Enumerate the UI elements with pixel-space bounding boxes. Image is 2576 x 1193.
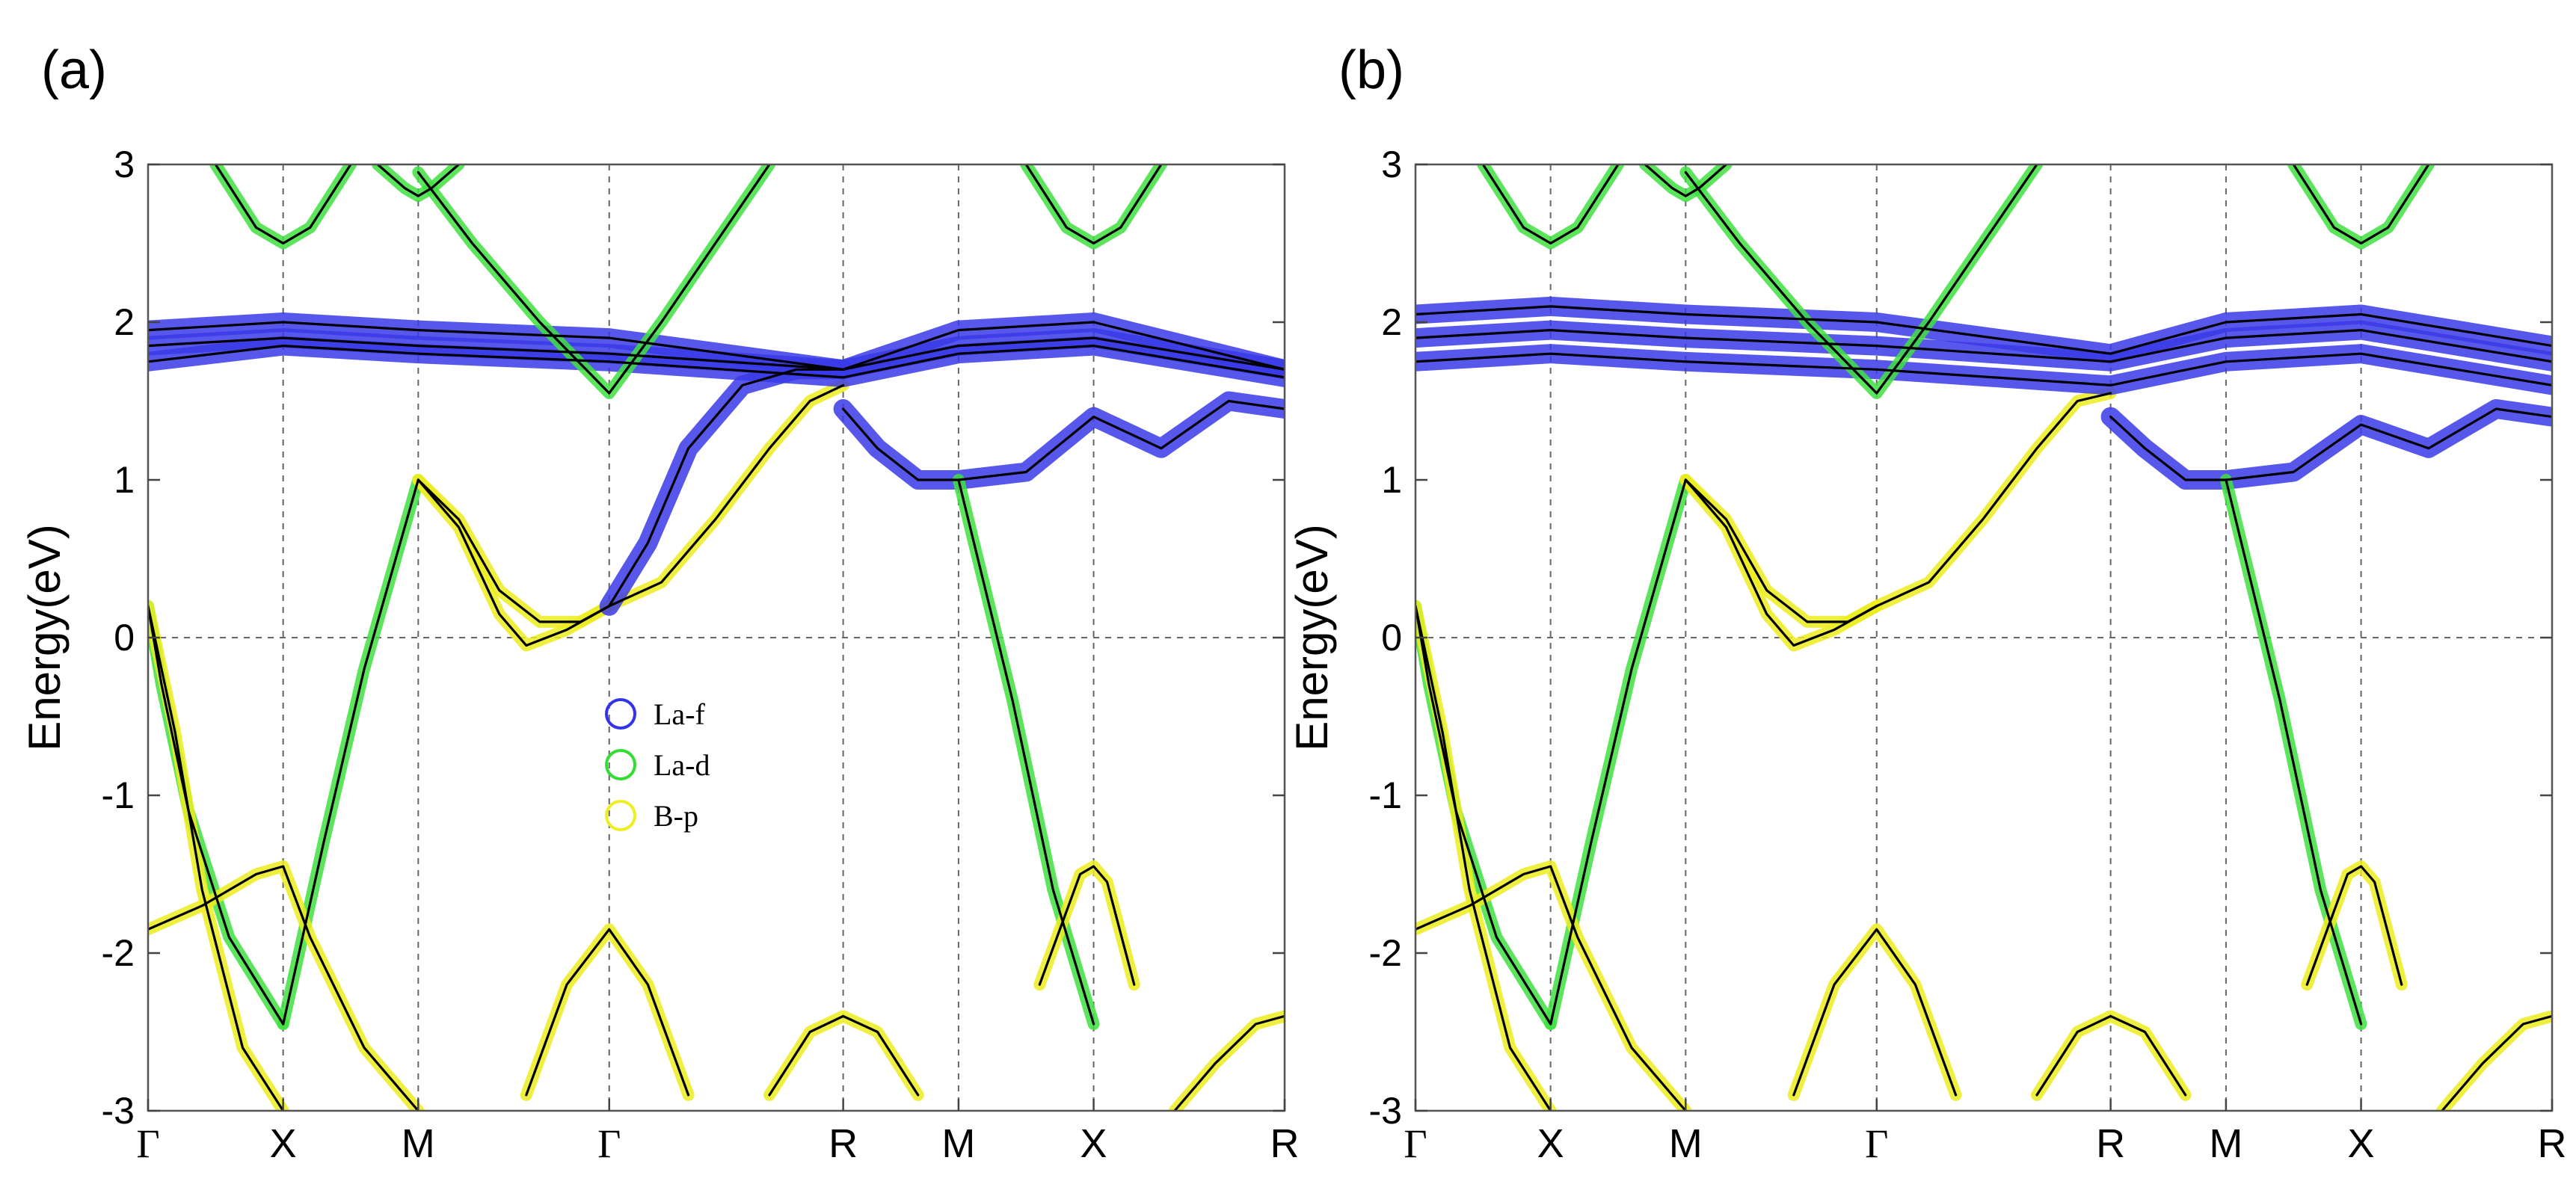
- kpoint-label: Γ: [597, 1121, 621, 1166]
- band-valence-MX: [2305, 865, 2403, 986]
- bands-group: [148, 164, 1285, 1111]
- band-fermi-crossing-3: [148, 605, 285, 1111]
- band-upper-gamma-1: [416, 164, 771, 395]
- y-tick-label: 3: [1381, 144, 1402, 185]
- band-flat-f-2: [148, 336, 1285, 371]
- kpoint-label: Γ: [1865, 1121, 1888, 1166]
- band-fermi-crossing-MX: [957, 478, 1095, 1026]
- band-valence-gamma: [525, 928, 690, 1097]
- band-upper-gamma-1: [1684, 164, 2038, 395]
- y-tick-label: -1: [102, 774, 135, 816]
- legend-marker-la-d: [605, 749, 636, 780]
- band-flat-f-3: [1415, 352, 2552, 386]
- band-flat-f-1: [1415, 305, 2552, 355]
- band-upper-X: [214, 164, 352, 245]
- panel-label: (a): [41, 40, 107, 100]
- band-character-valence-R-end: [2435, 1010, 2552, 1111]
- y-tick-label: -1: [1369, 774, 1402, 816]
- band-valence-MX: [1038, 865, 1136, 986]
- band-upper-X2: [2292, 164, 2430, 245]
- band-band-gamma-R-2: [608, 368, 845, 608]
- kpoint-label: M: [1669, 1121, 1703, 1166]
- kpoint-label: R: [2538, 1121, 2567, 1166]
- kpoint-label: X: [1080, 1121, 1107, 1166]
- band-band-M-gamma-low2: [416, 478, 611, 623]
- band-character-band-gamma-R-1: [1870, 387, 2117, 612]
- band-valence-X: [148, 865, 419, 1111]
- legend-label: B-p: [654, 799, 698, 833]
- y-tick-label: 2: [114, 301, 135, 343]
- band-flat-f-2: [1415, 329, 2552, 363]
- band-character-fermi-crossing-2: [1544, 474, 1692, 1030]
- y-tick-label: 2: [1381, 301, 1402, 343]
- y-tick-label: -2: [102, 932, 135, 974]
- y-tick-label: 0: [1381, 617, 1402, 659]
- band-flat-f-3: [148, 345, 1285, 379]
- band-band-gamma-R-1: [1875, 392, 2112, 608]
- legend-marker-b-p: [605, 800, 636, 831]
- kpoint-label: M: [941, 1121, 975, 1166]
- band-character-valence-gamma: [1787, 923, 1962, 1101]
- band-upper-X: [1481, 164, 1620, 245]
- kpoint-label: R: [829, 1121, 858, 1166]
- legend-label: La-f: [654, 697, 706, 731]
- band-fermi-crossing-2: [1549, 478, 1687, 1026]
- y-tick-label: -3: [1369, 1090, 1402, 1132]
- kpoint-label: X: [2348, 1121, 2375, 1166]
- band-upper-X2: [1024, 164, 1163, 245]
- y-tick-label: -2: [1369, 932, 1402, 974]
- band-character-fermi-crossing-3: [1415, 599, 1557, 1111]
- panel-label: (b): [1338, 40, 1404, 100]
- band-valence-R: [768, 1014, 920, 1097]
- kpoint-label: Γ: [136, 1121, 159, 1166]
- kpoint-label: M: [2209, 1121, 2243, 1166]
- band-flat-f-1: [148, 321, 1285, 371]
- band-upper-M: [1644, 164, 1728, 197]
- band-character-valence-R-end: [1168, 1010, 1285, 1111]
- band-character-fermi-crossing-2: [277, 474, 425, 1030]
- band-valence-R: [2035, 1014, 2187, 1097]
- y-tick-label: 1: [114, 459, 135, 501]
- bands-group: [1415, 164, 2552, 1111]
- y-axis-label: Energy(eV): [19, 524, 70, 750]
- band-fermi-crossing-2: [282, 478, 419, 1026]
- y-tick-label: 0: [114, 617, 135, 659]
- legend-marker-la-f: [605, 698, 636, 730]
- y-tick-label: -3: [102, 1090, 135, 1132]
- band-valence-X: [1415, 865, 1687, 1111]
- band-character-fermi-crossing-3: [148, 599, 289, 1111]
- kpoint-label: R: [2096, 1121, 2125, 1166]
- band-valence-gamma: [1792, 928, 1958, 1097]
- kpoint-label: M: [402, 1121, 435, 1166]
- band-band-M-gamma-low2: [1684, 478, 1878, 623]
- band-band-R-M: [2109, 407, 2552, 481]
- band-character-valence-gamma: [520, 923, 695, 1101]
- band-band-M-gamma-low: [1684, 478, 1878, 647]
- band-upper-M: [376, 164, 461, 197]
- band-band-M-gamma-low: [416, 478, 611, 647]
- y-tick-label: 1: [1381, 459, 1402, 501]
- kpoint-label: Γ: [1404, 1121, 1427, 1166]
- y-axis-label: Energy(eV): [1287, 524, 1337, 750]
- band-band-gamma-R-1: [608, 383, 845, 608]
- legend-label: La-d: [654, 748, 710, 782]
- legend: La-f La-d B-p: [605, 697, 710, 833]
- kpoint-label: X: [270, 1121, 297, 1166]
- band-valence-R-end: [1173, 1014, 1285, 1111]
- y-tick-label: 3: [114, 144, 135, 185]
- kpoint-label: R: [1270, 1121, 1300, 1166]
- band-fermi-crossing-3: [1415, 605, 1552, 1111]
- kpoint-label: X: [1537, 1121, 1564, 1166]
- band-fermi-crossing-MX: [2225, 478, 2363, 1026]
- band-band-R-M: [842, 399, 1285, 481]
- band-valence-R-end: [2441, 1014, 2552, 1111]
